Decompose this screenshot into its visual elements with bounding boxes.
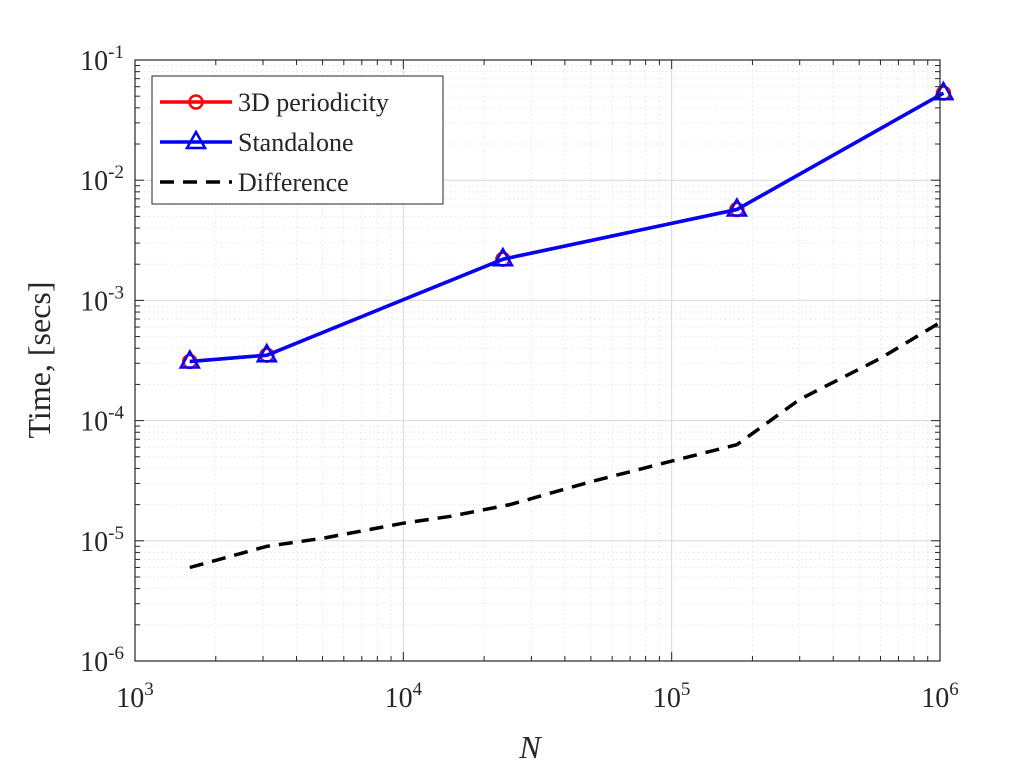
legend-entry-standalone: Standalone: [160, 128, 354, 157]
y-tick-label: 10-1: [80, 42, 124, 77]
y-tick-label-exponent: -6: [108, 643, 124, 664]
x-tick-label: 106: [921, 679, 959, 714]
y-tick-label-exponent: -4: [108, 403, 124, 424]
legend-entry-3d-periodicity: 3D periodicity: [160, 88, 389, 117]
x-tick-label-base: 10: [116, 683, 144, 714]
grid-minor: [135, 60, 940, 661]
legend: 3D periodicity Standalone Difference: [151, 75, 444, 205]
point-standalone: [932, 80, 955, 101]
y-tick-label-exponent: -3: [108, 282, 124, 303]
series-line-difference: [189, 319, 945, 570]
legend-label-3d-periodicity: 3D periodicity: [238, 88, 389, 117]
y-tick-label: 10-2: [80, 162, 124, 197]
x-tick-label-base: 10: [921, 683, 949, 714]
y-tick-label-base: 10: [80, 166, 108, 197]
x-tick-label-exponent: 3: [144, 679, 154, 700]
x-tick-labels: 103 104 105 106: [116, 679, 959, 714]
y-tick-label-base: 10: [80, 46, 108, 77]
series-line-standalone: [189, 91, 945, 364]
axis-ticks: [134, 59, 941, 662]
y-tick-label-base: 10: [80, 407, 108, 438]
point-standalone: [725, 196, 749, 217]
legend-label-difference: Difference: [238, 168, 349, 197]
x-axis-label: N: [518, 729, 542, 765]
plot-frame: [134, 59, 941, 662]
y-tick-label-base: 10: [80, 527, 108, 558]
series-layer: [178, 80, 955, 570]
x-tick-label: 105: [653, 679, 691, 714]
y-tick-label-base: 10: [80, 647, 108, 678]
y-tick-label-base: 10: [80, 286, 108, 317]
point-standalone: [178, 348, 201, 369]
x-tick-label-exponent: 6: [949, 679, 959, 700]
legend-marker-triangle: [184, 129, 208, 150]
x-tick-label: 104: [385, 679, 423, 714]
y-tick-label-exponent: -1: [108, 42, 124, 63]
x-tick-label-base: 10: [385, 683, 413, 714]
x-tick-label: 103: [116, 679, 154, 714]
x-tick-label-exponent: 5: [681, 679, 691, 700]
y-tick-label: 10-3: [80, 282, 124, 317]
grid-major: [135, 60, 940, 661]
legend-marker-circle: [188, 94, 204, 110]
point-standalone: [491, 246, 515, 267]
point-standalone: [255, 342, 278, 363]
legend-label-standalone: Standalone: [238, 128, 354, 157]
legend-entry-difference: Difference: [160, 168, 349, 197]
y-axis-label: Time, [secs]: [21, 281, 57, 438]
y-tick-labels: 10-610-510-410-310-210-1: [80, 42, 124, 678]
x-tick-label-exponent: 4: [413, 679, 423, 700]
y-tick-label: 10-4: [80, 403, 124, 438]
y-tick-label: 10-5: [80, 523, 124, 558]
y-tick-label: 10-6: [80, 643, 124, 678]
y-tick-label-exponent: -5: [108, 523, 124, 544]
y-tick-label-exponent: -2: [108, 162, 124, 183]
x-tick-label-base: 10: [653, 683, 681, 714]
